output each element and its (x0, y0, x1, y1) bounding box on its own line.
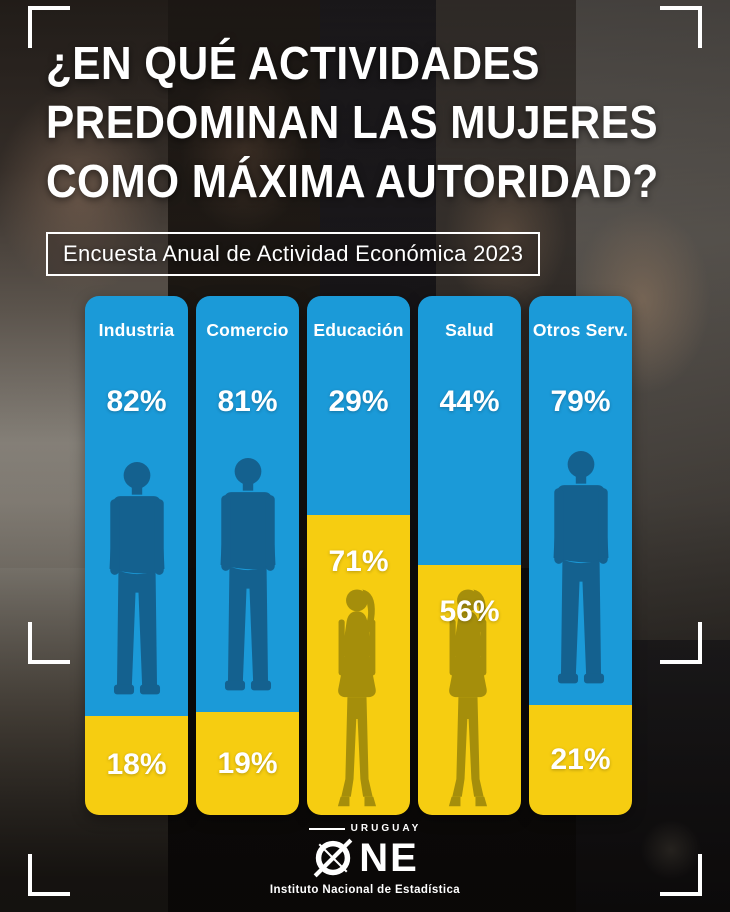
category-label: Salud (445, 320, 494, 340)
category-label: Otros Serv. (532, 320, 629, 340)
bar-otros-serv: Otros Serv. 79% 21% (529, 296, 632, 815)
page-title: ¿EN QUÉ ACTIVIDADES PREDOMINAN LAS MUJER… (46, 37, 659, 207)
women-percent-label: 21% (550, 742, 611, 776)
women-percent-label: 19% (217, 746, 278, 780)
logo-country-label: URUGUAY (350, 823, 422, 834)
logo-line-decoration (308, 827, 345, 830)
men-percent-label: 44% (439, 385, 500, 418)
corner-bracket-mid-right (660, 622, 702, 664)
corner-bracket-top-left (28, 6, 70, 48)
woman-silhouette-icon (448, 589, 487, 807)
men-segment: Otros Serv. 79% (529, 296, 632, 705)
ine-logo: URUGUAY NE Instituto Nacional de Estadís… (0, 823, 730, 896)
women-segment: 71% (307, 515, 410, 815)
man-silhouette-icon (220, 458, 275, 691)
men-segment: Industria 82% (85, 296, 188, 716)
corner-bracket-top-right (660, 6, 702, 48)
bar-comercio: Comercio 81% 19% (196, 296, 299, 815)
men-segment: Educación 29% (307, 296, 410, 516)
women-percent-label: 18% (106, 748, 167, 782)
category-label: Industria (98, 320, 175, 340)
category-label: Educación (313, 320, 404, 340)
corner-bracket-bottom-right (660, 854, 702, 896)
woman-silhouette-icon (337, 589, 376, 807)
man-silhouette-icon (109, 461, 164, 695)
bar-industria: Industria 82% 18% (85, 296, 188, 815)
corner-bracket-bottom-left (28, 854, 70, 896)
logo-caption: Instituto Nacional de Estadística (269, 884, 461, 896)
women-segment: 21% (529, 704, 632, 815)
women-segment: 56% (418, 565, 521, 815)
men-segment: Salud 44% (418, 296, 521, 566)
men-segment: Comercio 81% (196, 296, 299, 713)
bar-salud: Salud 44% 56% (418, 296, 521, 815)
corner-bracket-mid-left (28, 622, 70, 664)
logo-acronym: NE (359, 836, 419, 880)
men-percent-label: 79% (550, 385, 611, 418)
logo-top-row: URUGUAY (308, 823, 422, 834)
women-segment: 19% (196, 712, 299, 815)
subtitle-badge: Encuesta Anual de Actividad Económica 20… (46, 232, 541, 276)
women-segment: 18% (85, 715, 188, 815)
logo-box: URUGUAY NE (308, 823, 422, 880)
logo-main-row: NE (311, 836, 419, 880)
category-label: Comercio (206, 320, 289, 340)
men-percent-label: 29% (328, 385, 389, 418)
bar-educacion: Educación 29% 71% (307, 296, 410, 815)
men-percent-label: 81% (217, 385, 278, 418)
ine-compass-icon (313, 838, 353, 878)
man-silhouette-icon (553, 450, 608, 684)
men-percent-label: 82% (106, 385, 167, 418)
chart: Industria 82% 18% Comercio 81% 19% Educación… (85, 296, 632, 815)
women-percent-label: 56% (439, 595, 500, 629)
women-percent-label: 71% (328, 545, 389, 579)
